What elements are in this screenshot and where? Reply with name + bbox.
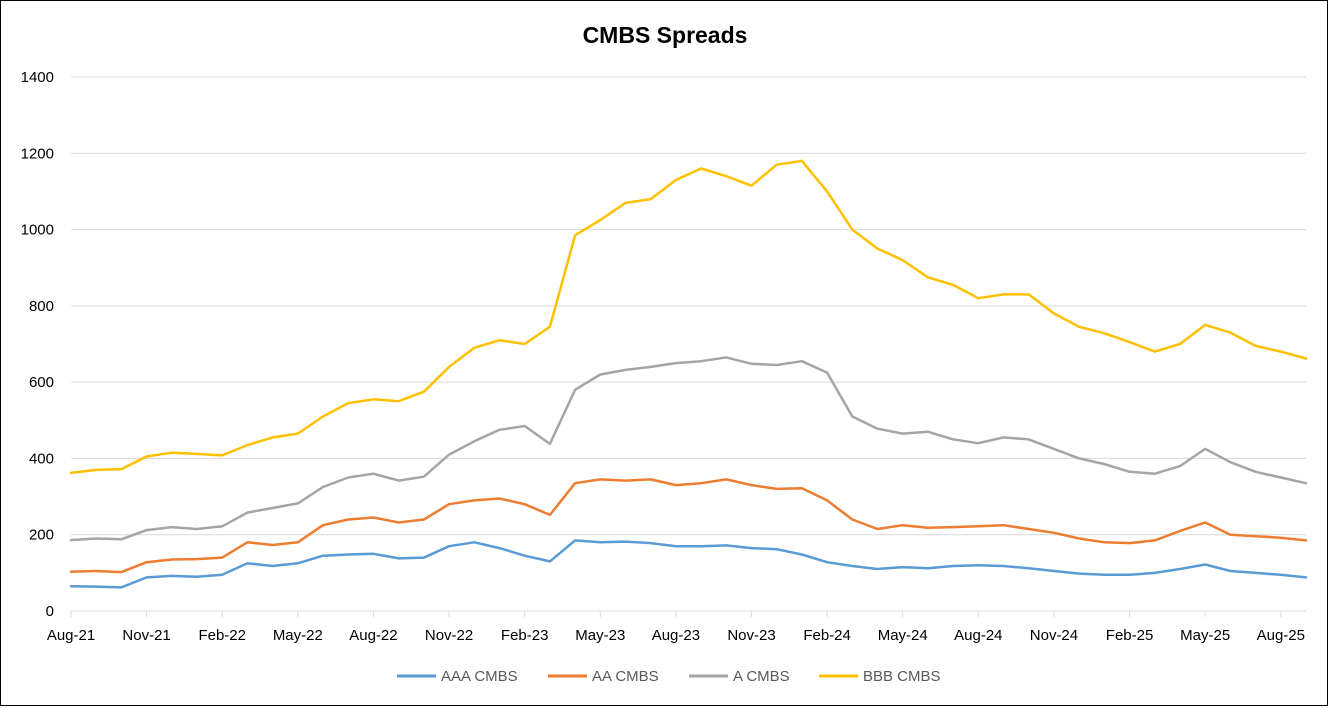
x-tick-label-May-25: May-25 [1180, 627, 1230, 644]
y-axis: 0 200 400 600 800 1000 1200 1400 [21, 69, 54, 620]
x-tick-label-Aug-21: Aug-21 [47, 627, 95, 644]
x-tick-label-Nov-21: Nov-21 [122, 627, 170, 644]
x-tick-label-Aug-25: Aug-25 [1257, 627, 1305, 644]
x-axis: Aug-21 Nov-21 Feb-22 May-22 Aug-22 Nov-22 Feb-… [47, 610, 1306, 644]
x-tick-label-Feb-25: Feb-25 [1106, 627, 1154, 644]
x-tick-label-May-22: May-22 [273, 627, 323, 644]
legend-label-aaa-cmbs: AAA CMBS [441, 668, 518, 685]
series-lines [69, 159, 1308, 589]
y-tick-label-1200: 1200 [21, 145, 54, 162]
series-line-a-cmbs [69, 356, 1308, 542]
y-tick-label-1400: 1400 [21, 69, 54, 86]
x-tick-label-Aug-24: Aug-24 [954, 627, 1002, 644]
y-tick-label-400: 400 [29, 450, 54, 467]
series-line-bbb-cmbs [69, 159, 1308, 475]
x-tick-label-May-24: May-24 [878, 627, 928, 644]
y-tick-label-0: 0 [46, 603, 54, 620]
series-line-aa-cmbs [69, 478, 1308, 574]
x-tick-label-Nov-24: Nov-24 [1030, 627, 1078, 644]
y-tick-label-200: 200 [29, 527, 54, 544]
legend-label-a-cmbs: A CMBS [733, 668, 790, 685]
y-tick-label-600: 600 [29, 374, 54, 391]
x-tick-label-May-23: May-23 [575, 627, 625, 644]
x-tick-label-Nov-23: Nov-23 [727, 627, 775, 644]
y-tick-label-1000: 1000 [21, 222, 54, 239]
legend-label-bbb-cmbs: BBB CMBS [863, 668, 941, 685]
x-tick-label-Nov-22: Nov-22 [425, 627, 473, 644]
x-tick-label-Aug-23: Aug-23 [652, 627, 700, 644]
x-tick-label-Aug-22: Aug-22 [349, 627, 397, 644]
gridlines [71, 76, 1306, 536]
x-tick-label-Feb-23: Feb-23 [501, 627, 549, 644]
x-tick-label-Feb-24: Feb-24 [803, 627, 851, 644]
legend-label-aa-cmbs: AA CMBS [592, 668, 659, 685]
y-tick-label-800: 800 [29, 298, 54, 315]
series-line-aaa-cmbs [69, 539, 1308, 589]
legend: AAA CMBS AA CMBS A CMBS BBB CMBS [397, 668, 941, 685]
chart-title: CMBS Spreads [583, 22, 748, 48]
x-tick-label-Feb-22: Feb-22 [198, 627, 246, 644]
